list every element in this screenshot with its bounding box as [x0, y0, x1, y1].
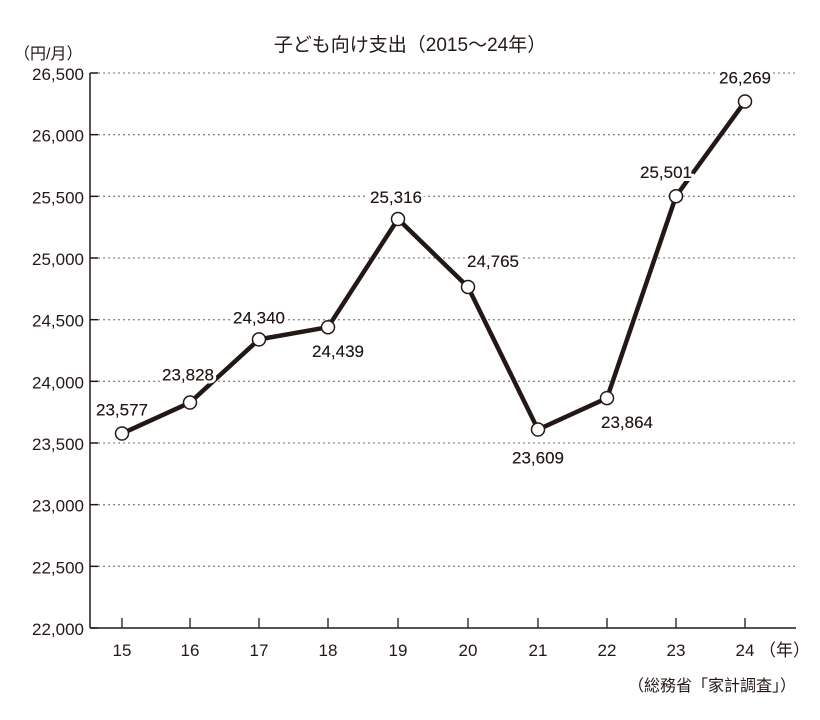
y-tick-label: 23,000: [32, 497, 84, 516]
x-tick-label: 21: [529, 641, 548, 660]
y-tick-label: 26,000: [32, 127, 84, 146]
x-axis-unit: （年）: [759, 641, 810, 660]
chart-title: 子ども向け支出（2015～24年）: [273, 35, 547, 56]
y-tick-label: 25,000: [32, 250, 84, 269]
svg-text:25,501: 25,501: [640, 163, 692, 182]
data-label: 24,765: [467, 252, 519, 271]
svg-text:24,439: 24,439: [312, 342, 364, 361]
x-tick-label: 19: [389, 641, 408, 660]
y-tick-label: 22,500: [32, 558, 84, 577]
series-line: [121, 100, 747, 436]
gridlines: [98, 72, 796, 567]
x-tick-label: 17: [250, 641, 269, 660]
y-axis-unit: （円/月）: [14, 46, 83, 63]
x-tick-label: 15: [113, 641, 132, 660]
data-label: 25,316: [370, 188, 422, 207]
x-tick-label: 16: [181, 641, 200, 660]
svg-text:23,864: 23,864: [601, 413, 653, 432]
data-point-marker: [182, 395, 198, 410]
x-tick-label: 20: [459, 641, 478, 660]
y-tick-label: 24,000: [32, 373, 84, 392]
data-label: 26,269: [719, 68, 771, 87]
data-label: 25,501: [640, 163, 692, 182]
x-tick-label: 24: [736, 641, 755, 660]
data-label: 23,828: [162, 366, 214, 385]
data-point-marker: [530, 422, 546, 437]
x-tick-label: 23: [667, 641, 686, 660]
x-axis: 15 16 17 18 19 20 21 22 23 24 （年）: [90, 618, 810, 660]
y-tick-label: 26,500: [32, 65, 84, 84]
y-tick-label: 24,500: [32, 312, 84, 331]
source-note: （総務省「家計調査」）: [627, 678, 796, 695]
svg-text:23,609: 23,609: [512, 449, 564, 468]
data-point-marker: [251, 332, 267, 347]
data-label: 23,864: [601, 413, 653, 432]
y-tick-label: 22,000: [32, 620, 84, 639]
svg-text:23,577: 23,577: [96, 401, 148, 420]
y-tick-label: 23,500: [32, 435, 84, 454]
y-tick-label: 25,500: [32, 188, 84, 207]
data-label: 23,609: [512, 449, 564, 468]
data-point-marker: [737, 94, 753, 109]
x-tick-label: 18: [319, 641, 338, 660]
data-point-marker: [114, 426, 130, 441]
svg-text:24,765: 24,765: [467, 252, 519, 271]
data-label: 24,439: [312, 342, 364, 361]
x-tick-label: 22: [598, 641, 617, 660]
svg-text:25,316: 25,316: [370, 188, 422, 207]
data-point-marker: [599, 390, 615, 406]
data-point-marker: [390, 211, 406, 227]
data-point-marker: [320, 319, 336, 335]
data-label: 23,577: [96, 401, 148, 420]
data-label: 24,340: [233, 308, 285, 327]
data-point-marker: [460, 279, 476, 295]
y-axis: 22,000 22,500 23,000 23,500 24,000 24,500 25,0…: [32, 65, 98, 639]
data-series: [114, 94, 753, 441]
svg-text:23,828: 23,828: [162, 366, 214, 385]
svg-text:24,340: 24,340: [233, 308, 285, 327]
data-labels: 23,57723,57723,82823,82824,34024,34024,4…: [93, 65, 774, 470]
data-point-marker: [668, 188, 684, 204]
svg-text:26,269: 26,269: [719, 68, 771, 87]
